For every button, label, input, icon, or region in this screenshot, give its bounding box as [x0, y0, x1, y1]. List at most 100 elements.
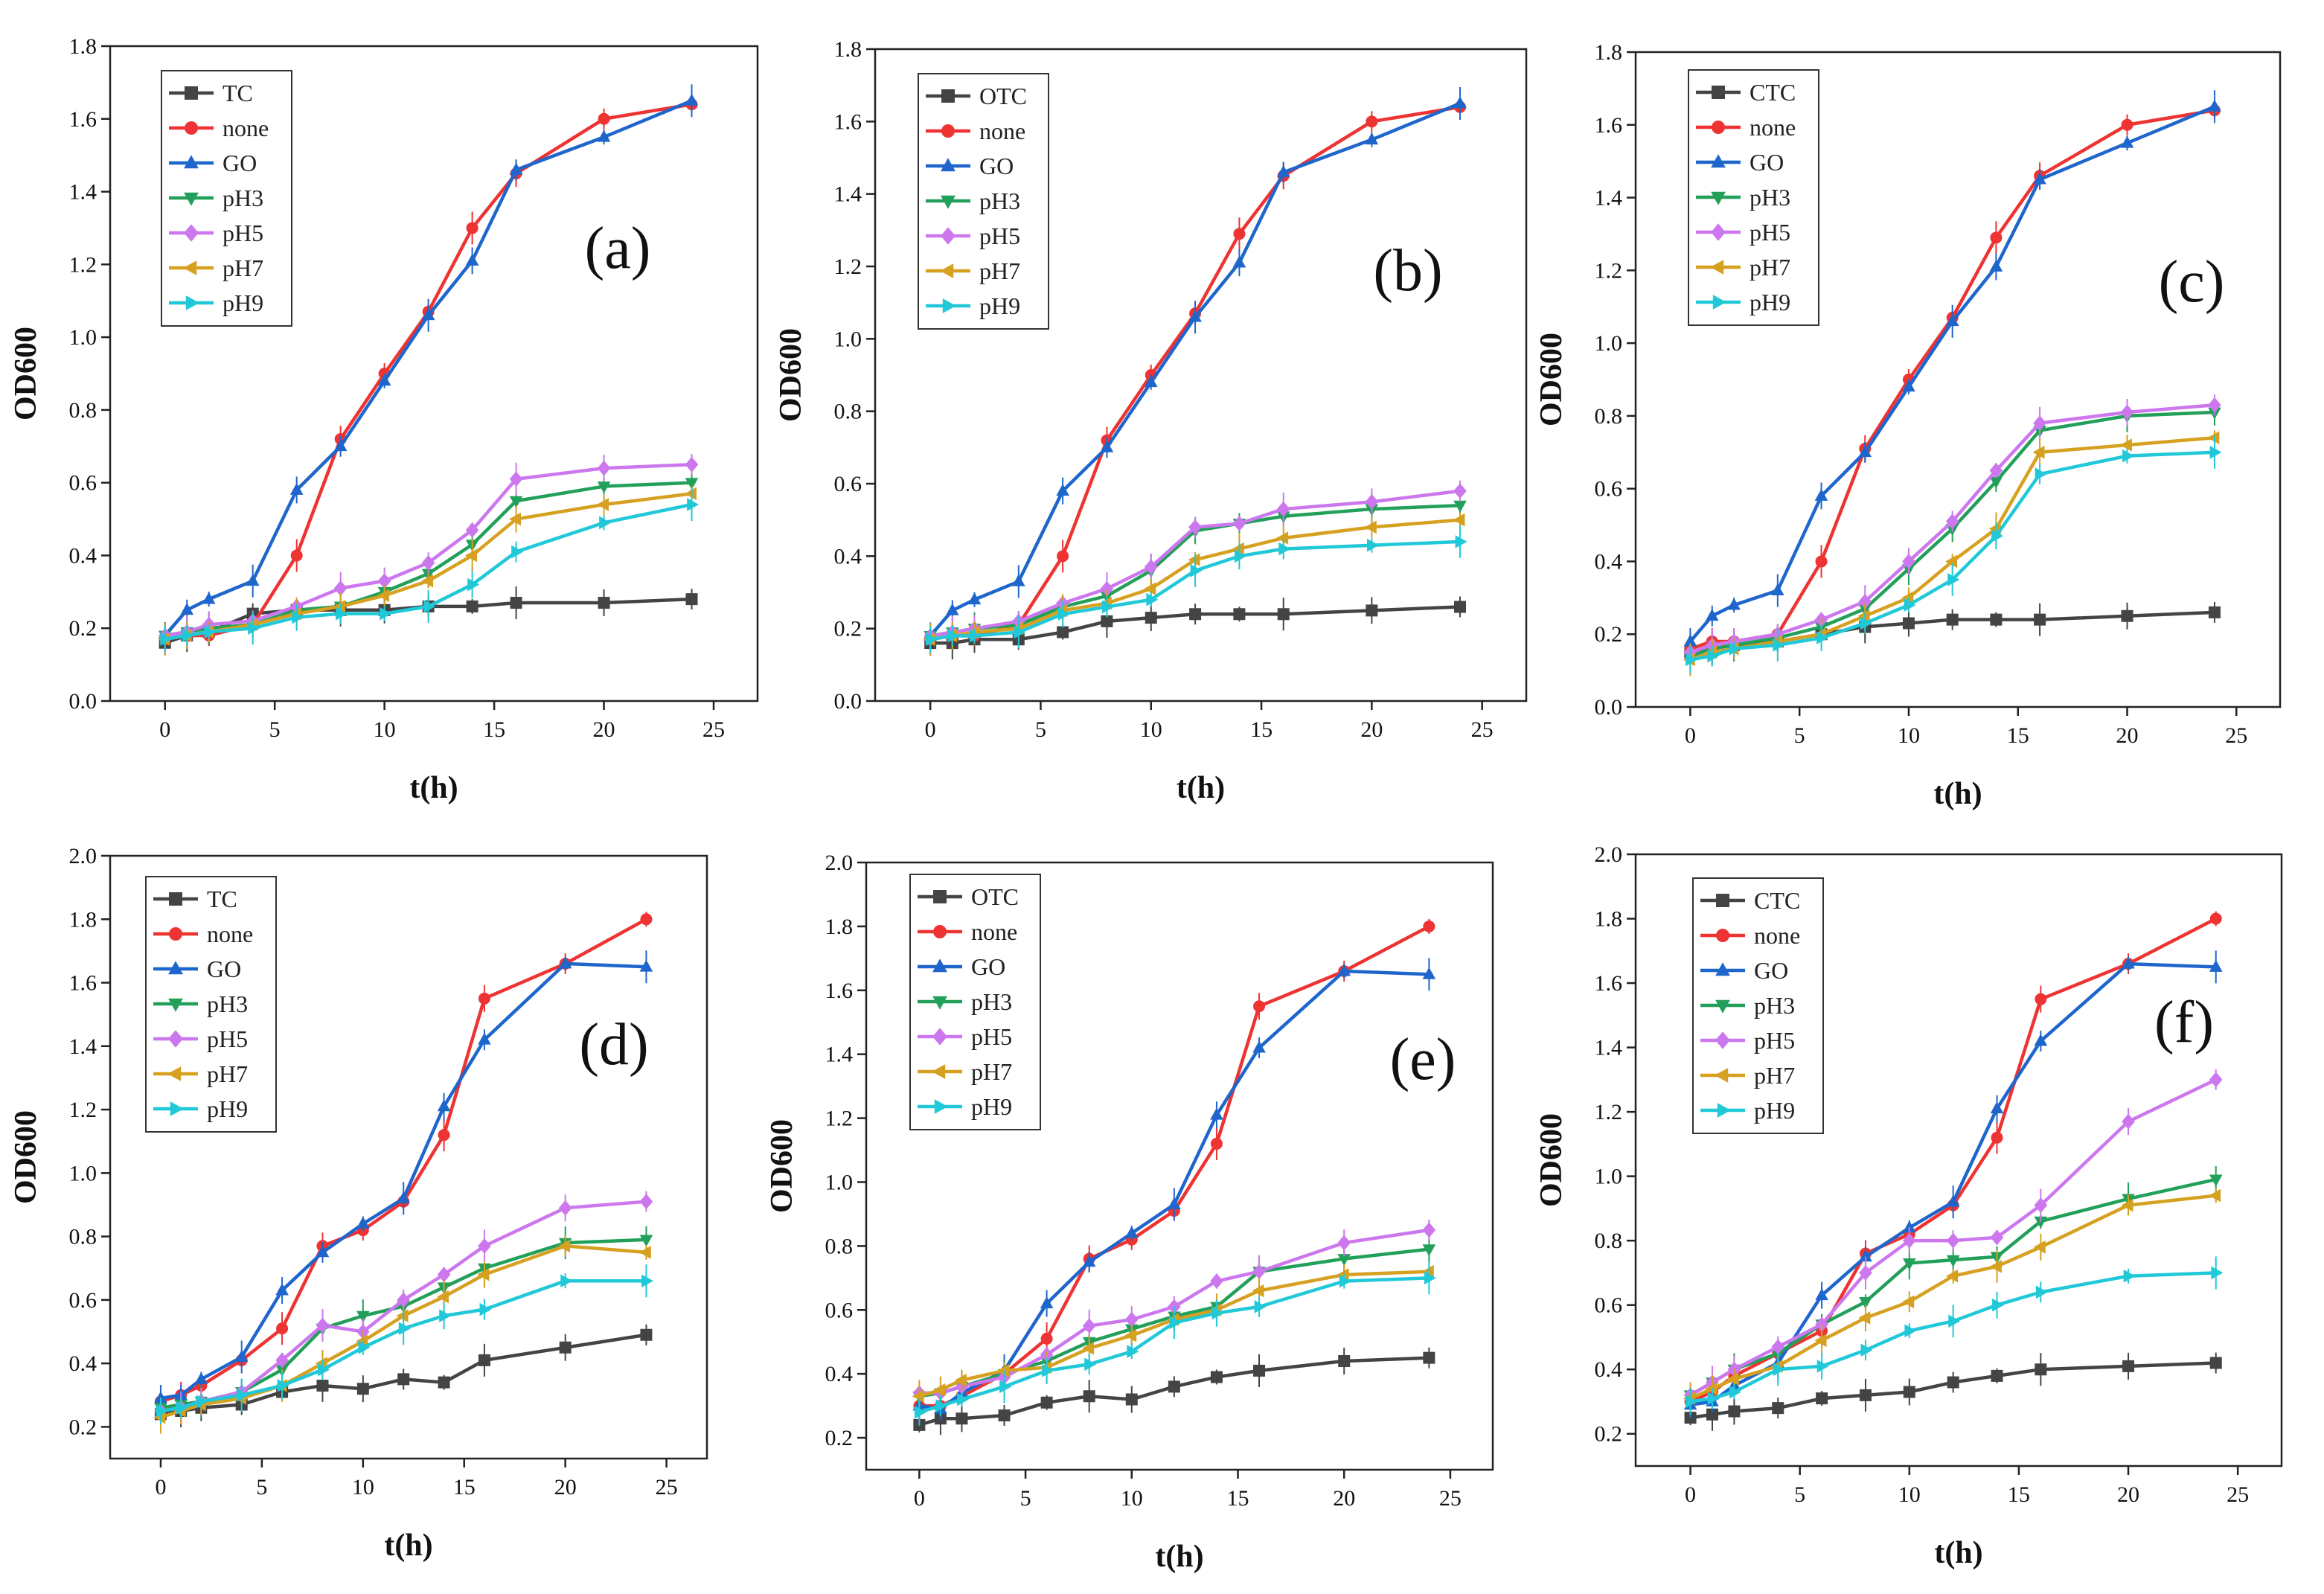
data-point	[2120, 135, 2134, 148]
legend-marker	[1715, 962, 1730, 976]
x-tick-label: 20	[554, 1475, 577, 1499]
data-point	[1232, 516, 1246, 531]
data-point	[1011, 574, 1025, 586]
data-point	[478, 1032, 491, 1045]
data-point	[1422, 1222, 1436, 1238]
legend-label: pH5	[207, 1025, 248, 1052]
series-ph9	[160, 488, 700, 653]
data-point	[1189, 608, 1202, 621]
legend-marker	[1716, 929, 1729, 942]
data-point	[1815, 1288, 1828, 1301]
data-point	[1706, 1408, 1718, 1421]
data-point	[2121, 118, 2133, 131]
legend-label: CTC	[1750, 79, 1796, 106]
data-point	[1858, 1311, 1871, 1325]
data-point	[1859, 1249, 1872, 1262]
x-tick-label: 15	[1226, 1486, 1249, 1511]
x-tick-label: 15	[2007, 723, 2029, 748]
legend-label: pH3	[1750, 184, 1790, 211]
x-tick-label: 0	[155, 1475, 166, 1499]
data-point	[2033, 1241, 2046, 1254]
data-point	[465, 548, 478, 563]
data-point	[2208, 397, 2221, 413]
data-point	[1771, 1339, 1785, 1355]
data-point	[466, 222, 478, 234]
data-point	[421, 574, 434, 588]
data-point	[1233, 228, 1246, 240]
data-point	[1859, 1265, 1872, 1281]
data-point	[2034, 613, 2046, 626]
data-point	[1188, 310, 1202, 322]
y-tick-label: 1.0	[1595, 1165, 1623, 1189]
legend-marker	[942, 298, 956, 313]
legend-marker	[169, 927, 182, 941]
y-tick-label: 1.4	[834, 182, 862, 207]
data-point	[2034, 1034, 2048, 1046]
y-tick-label: 1.4	[69, 1034, 97, 1059]
series-go	[1683, 90, 2221, 655]
legend-label: pH5	[1754, 1027, 1795, 1054]
x-tick-label: 25	[2225, 723, 2247, 748]
data-point	[1816, 631, 1829, 644]
data-point	[1337, 964, 1351, 976]
data-point	[1101, 615, 1113, 627]
data-point	[1210, 1371, 1223, 1383]
x-tick-label: 25	[1471, 717, 1494, 742]
x-axis-title: t(h)	[1177, 771, 1225, 805]
legend-marker	[941, 158, 955, 172]
data-point	[511, 545, 524, 559]
legend-marker	[1715, 1031, 1730, 1049]
data-point	[2035, 993, 2047, 1005]
panel-label: (c)	[2159, 249, 2225, 315]
data-point	[1424, 1271, 1436, 1285]
data-point	[1729, 641, 1741, 656]
data-point	[639, 1194, 653, 1210]
series-ph5	[923, 480, 1467, 649]
series-ph9	[156, 1264, 654, 1425]
series-go	[923, 87, 1467, 650]
legend-label: GO	[971, 953, 1005, 980]
data-point	[597, 460, 611, 476]
data-point	[1455, 535, 1467, 548]
y-tick-label: 1.2	[69, 1098, 97, 1122]
x-tick-label: 25	[2227, 1482, 2249, 1507]
legend-label: GO	[979, 153, 1014, 179]
legend-label: pH7	[979, 257, 1020, 284]
data-point	[1990, 231, 2003, 244]
data-point	[160, 633, 173, 646]
y-axis-title: OD600	[9, 1110, 43, 1204]
data-point	[1232, 542, 1244, 556]
legend-marker	[1711, 191, 1726, 205]
y-tick-label: 1.8	[1595, 40, 1623, 65]
data-point	[1901, 591, 1914, 605]
data-point	[996, 1364, 1009, 1377]
data-point	[1146, 592, 1159, 606]
legend-label: pH9	[1750, 289, 1790, 316]
data-point	[1858, 445, 1872, 458]
legend-marker	[167, 1066, 182, 1081]
data-point	[1903, 1386, 1915, 1398]
data-point	[1253, 1364, 1266, 1377]
data-point	[316, 1317, 330, 1334]
legend-marker	[941, 195, 955, 209]
data-point	[1945, 513, 1959, 530]
data-point	[1945, 314, 1959, 327]
data-point	[2209, 912, 2222, 925]
legend-label: TC	[223, 80, 253, 106]
data-point	[599, 516, 612, 530]
data-point	[1815, 555, 1828, 568]
data-point	[1729, 1385, 1742, 1399]
data-point	[1083, 1390, 1095, 1403]
chart-panel-d: 0.2 0.4 0.6 0.8 1.0 1.2 1.4 1.6 1.8 2.0 0 5 10 15 20 25…	[9, 844, 708, 1563]
data-point	[1057, 607, 1070, 621]
y-tick-label: 0.4	[1595, 1357, 1623, 1382]
data-point	[465, 522, 479, 538]
legend-marker	[168, 1030, 183, 1048]
data-point	[380, 606, 392, 621]
data-point	[196, 1395, 208, 1409]
data-point	[1816, 1392, 1828, 1405]
legend-marker	[184, 155, 199, 169]
data-point	[509, 162, 523, 175]
data-point	[1423, 920, 1435, 932]
x-axis-title: t(h)	[384, 1529, 432, 1563]
